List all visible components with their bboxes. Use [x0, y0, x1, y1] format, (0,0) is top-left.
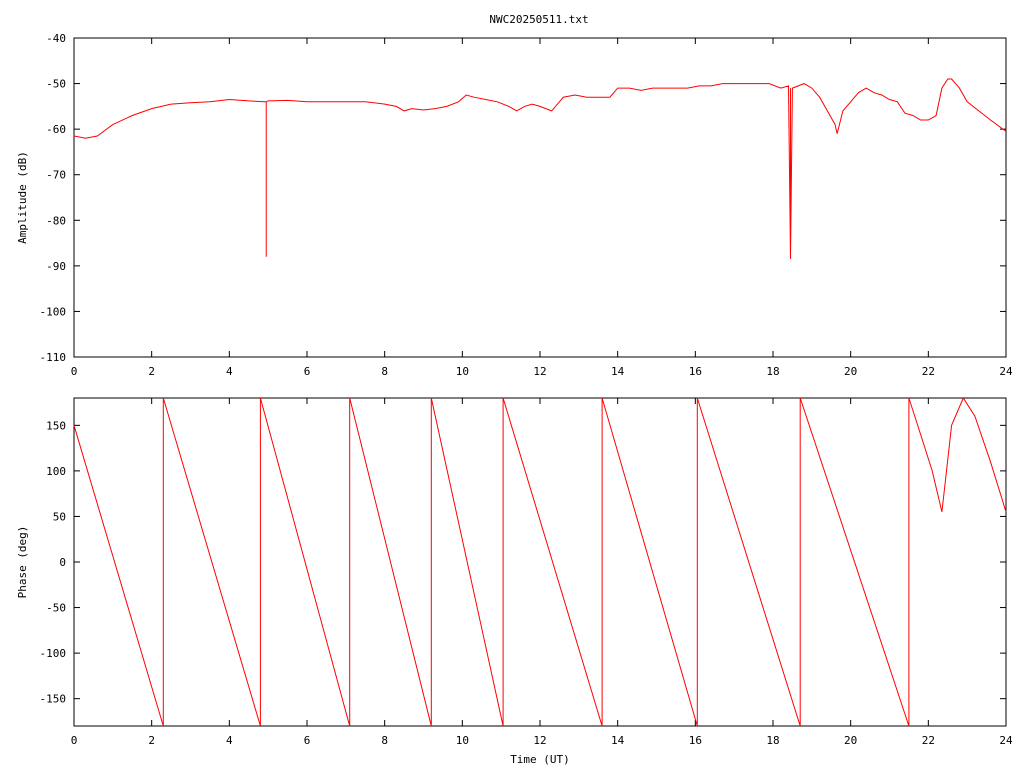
y-tick-label: -40	[46, 32, 66, 45]
x-tick-label: 20	[844, 734, 857, 747]
x-axis-label: Time (UT)	[510, 753, 570, 766]
x-tick-label: 8	[381, 734, 388, 747]
y-tick-label: -90	[46, 260, 66, 273]
y-tick-label: -60	[46, 123, 66, 136]
x-tick-label: 2	[148, 734, 155, 747]
y-tick-label: 0	[59, 556, 66, 569]
y-axis-label: Phase (deg)	[16, 526, 29, 599]
y-tick-label: -80	[46, 214, 66, 227]
x-tick-label: 10	[456, 734, 469, 747]
x-tick-label: 18	[766, 365, 779, 378]
y-tick-label: -70	[46, 169, 66, 182]
x-tick-label: 4	[226, 734, 233, 747]
y-tick-label: -100	[40, 647, 67, 660]
plot-frame	[73, 397, 1007, 727]
y-tick-label: -110	[40, 351, 67, 364]
x-tick-label: 4	[226, 365, 233, 378]
y-axis-label: Amplitude (dB)	[16, 151, 29, 244]
x-tick-label: 8	[381, 365, 388, 378]
x-tick-label: 14	[611, 365, 625, 378]
x-tick-label: 6	[304, 365, 311, 378]
phase-panel: 0 2 4 6 8 10 12 14 16 18 20 22 24150100500-50-100-15…	[16, 396, 1013, 766]
y-tick-label: -50	[46, 78, 66, 91]
series-line	[73, 396, 1007, 727]
y-tick-label: 50	[53, 510, 66, 523]
y-tick-label: -100	[40, 305, 67, 318]
x-tick-label: 16	[689, 734, 702, 747]
y-tick-label: 150	[46, 419, 66, 432]
plot-frame	[73, 37, 1007, 358]
x-tick-label: 22	[922, 734, 935, 747]
x-tick-label: 0	[71, 365, 78, 378]
x-tick-label: 2	[148, 365, 155, 378]
x-tick-label: 16	[689, 365, 702, 378]
y-tick-label: 100	[46, 465, 66, 478]
x-tick-label: 12	[533, 365, 546, 378]
x-tick-label: 14	[611, 734, 625, 747]
x-tick-label: 24	[999, 734, 1013, 747]
x-tick-label: 24	[999, 365, 1013, 378]
x-tick-label: 22	[922, 365, 935, 378]
x-tick-label: 0	[71, 734, 78, 747]
x-tick-label: 12	[533, 734, 546, 747]
x-tick-label: 18	[766, 734, 779, 747]
x-tick-label: 6	[304, 734, 311, 747]
x-tick-label: 20	[844, 365, 857, 378]
x-tick-label: 10	[456, 365, 469, 378]
series-line	[73, 78, 1007, 257]
chart-title: NWC20250511.txt	[489, 13, 588, 26]
y-tick-label: -150	[40, 693, 67, 706]
amplitude-panel: 0 2 4 6 8 10 12 14 16 18 20 22 24-40-50-60-70-80-90-…	[16, 32, 1013, 378]
y-tick-label: -50	[46, 602, 66, 615]
